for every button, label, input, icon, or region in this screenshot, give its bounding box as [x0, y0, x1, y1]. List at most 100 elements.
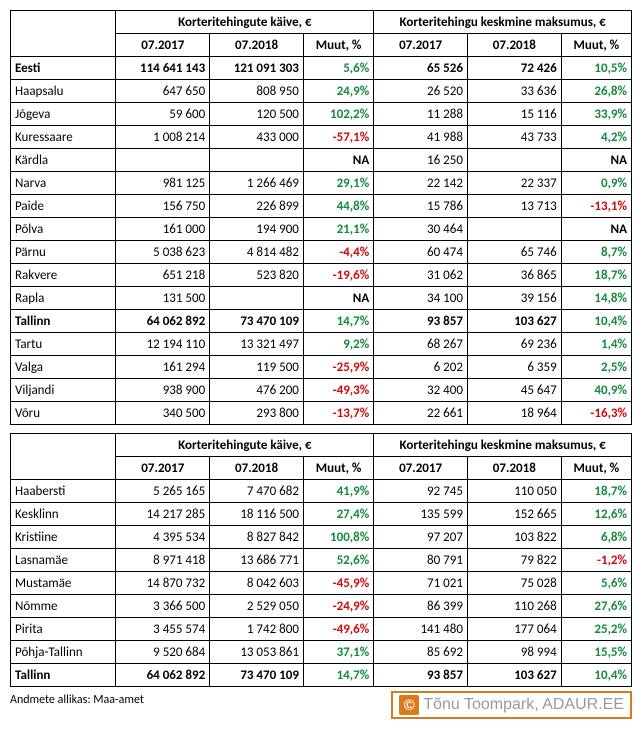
turnover-change: 5,6%: [303, 57, 373, 80]
turnover-2017: 4 395 534: [116, 526, 210, 549]
avg-2017: 80 791: [374, 549, 468, 572]
turnover-2018: 293 800: [210, 402, 304, 425]
row-label: Võru: [11, 402, 116, 425]
turnover-2017: 1 008 214: [116, 126, 210, 149]
row-label: Lasnamäe: [11, 549, 116, 572]
avg-2017: 93 857: [374, 310, 468, 333]
row-label: Kärdla: [11, 149, 116, 172]
turnover-2018: 1 742 800: [210, 618, 304, 641]
turnover-change: -19,6%: [303, 264, 373, 287]
turnover-2018: 119 500: [210, 356, 304, 379]
avg-2017: 16 250: [374, 149, 468, 172]
turnover-2017: [116, 149, 210, 172]
avg-change: 10,4%: [561, 664, 631, 687]
avg-2017: 68 267: [374, 333, 468, 356]
avg-2018: 45 647: [467, 379, 561, 402]
turnover-change: 14,7%: [303, 664, 373, 687]
avg-change: NA: [561, 149, 631, 172]
avg-2018: 18 964: [467, 402, 561, 425]
avg-change: 27,6%: [561, 595, 631, 618]
table-row: Lasnamäe8 971 41813 686 77152,6%80 79179…: [11, 549, 632, 572]
row-label: Valga: [11, 356, 116, 379]
table-row: Viljandi938 900476 200-49,3%32 40045 647…: [11, 379, 632, 402]
avg-2018: 39 156: [467, 287, 561, 310]
turnover-change: 100,8%: [303, 526, 373, 549]
turnover-change: -57,1%: [303, 126, 373, 149]
row-label: Nõmme: [11, 595, 116, 618]
turnover-change: 52,6%: [303, 549, 373, 572]
avg-2018: 152 665: [467, 503, 561, 526]
turnover-2018: 120 500: [210, 103, 304, 126]
row-label: Kristiine: [11, 526, 116, 549]
avg-change: 18,7%: [561, 264, 631, 287]
avg-change: 10,5%: [561, 57, 631, 80]
turnover-2018: 13 686 771: [210, 549, 304, 572]
turnover-change: 41,9%: [303, 480, 373, 503]
avg-change: 15,5%: [561, 641, 631, 664]
turnover-2017: 12 194 110: [116, 333, 210, 356]
source-note: Andmete allikas: Maa-amet: [10, 693, 144, 707]
turnover-2017: 14 217 285: [116, 503, 210, 526]
table-row: Põlva161 000194 90021,1%30 464NA: [11, 218, 632, 241]
table-row: Võru340 500293 800-13,7%22 66118 964-16,…: [11, 402, 632, 425]
turnover-2018: 121 091 303: [210, 57, 304, 80]
turnover-2018: 13 053 861: [210, 641, 304, 664]
avg-change: -16,3%: [561, 402, 631, 425]
table-row: Kesklinn14 217 28518 116 50027,4%135 599…: [11, 503, 632, 526]
turnover-2017: 981 125: [116, 172, 210, 195]
avg-2017: 86 399: [374, 595, 468, 618]
table-row: Pärnu5 038 6234 814 482-4,4%60 47465 746…: [11, 241, 632, 264]
turnover-change: -13,7%: [303, 402, 373, 425]
turnover-2017: 647 650: [116, 80, 210, 103]
avg-change: -1,2%: [561, 549, 631, 572]
turnover-change: 24,9%: [303, 80, 373, 103]
turnover-2018: 7 470 682: [210, 480, 304, 503]
turnover-change: -49,6%: [303, 618, 373, 641]
turnover-2018: 73 470 109: [210, 664, 304, 687]
turnover-2017: 156 750: [116, 195, 210, 218]
avg-2018: 110 268: [467, 595, 561, 618]
turnover-2017: 3 366 500: [116, 595, 210, 618]
turnover-2017: 64 062 892: [116, 664, 210, 687]
avg-change: 12,6%: [561, 503, 631, 526]
turnover-2018: 226 899: [210, 195, 304, 218]
turnover-change: 27,4%: [303, 503, 373, 526]
table-row: Tallinn64 062 89273 470 10914,7%93 85710…: [11, 664, 632, 687]
turnover-2018: 8 042 603: [210, 572, 304, 595]
table-row: Valga161 294119 500-25,9%6 2026 3592,5%: [11, 356, 632, 379]
turnover-change: 21,1%: [303, 218, 373, 241]
row-label: Jõgeva: [11, 103, 116, 126]
turnover-2018: 433 000: [210, 126, 304, 149]
turnover-change: -49,3%: [303, 379, 373, 402]
avg-2018: [467, 218, 561, 241]
avgprice-header2: Korteritehingu keskmine maksumus, €: [374, 434, 632, 457]
avg-2018: [467, 149, 561, 172]
turnover-2018: 2 529 050: [210, 595, 304, 618]
avg-2017: 34 100: [374, 287, 468, 310]
avg-2017: 31 062: [374, 264, 468, 287]
turnover-2017: 64 062 892: [116, 310, 210, 333]
turnover-change: -45,9%: [303, 572, 373, 595]
avgprice-header: Korteritehingu keskmine maksumus, €: [374, 11, 632, 34]
avg-2017: 97 207: [374, 526, 468, 549]
turnover-change: NA: [303, 287, 373, 310]
avg-2017: 92 745: [374, 480, 468, 503]
turnover-2018: 18 116 500: [210, 503, 304, 526]
turnover-header: Korteritehingute käive, €: [116, 11, 374, 34]
table-row: Põhja-Tallinn9 520 68413 053 86137,1%85 …: [11, 641, 632, 664]
table-row: Rakvere651 218523 820-19,6%31 06236 8651…: [11, 264, 632, 287]
turnover-change: 9,2%: [303, 333, 373, 356]
avg-change: 8,7%: [561, 241, 631, 264]
avg-change: 6,8%: [561, 526, 631, 549]
avg-change: 40,9%: [561, 379, 631, 402]
table-row: Kuressaare1 008 214433 000-57,1%41 98843…: [11, 126, 632, 149]
row-label: Haapsalu: [11, 80, 116, 103]
avg-change: 18,7%: [561, 480, 631, 503]
avg-2017: 135 599: [374, 503, 468, 526]
turnover-2017: 5 265 165: [116, 480, 210, 503]
turnover-2017: 3 455 574: [116, 618, 210, 641]
row-label: Tallinn: [11, 664, 116, 687]
period1-h: 07.2017: [116, 34, 210, 57]
avg-2017: 6 202: [374, 356, 468, 379]
avg-2017: 11 288: [374, 103, 468, 126]
